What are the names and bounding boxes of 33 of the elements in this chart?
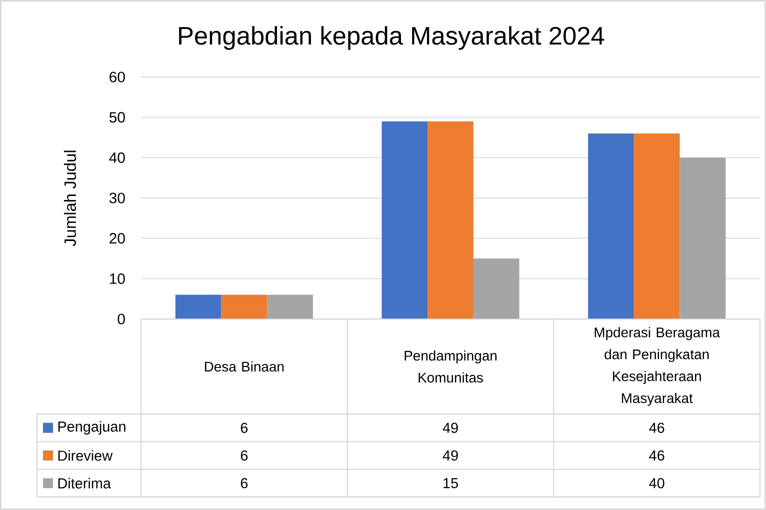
bar — [175, 294, 222, 319]
data-label: 6 — [240, 450, 248, 461]
bar — [588, 133, 634, 319]
data-label: 40 — [649, 478, 664, 488]
bar — [267, 294, 313, 319]
legend-label: Diterima — [58, 478, 111, 488]
y-tick-label: 60 — [110, 72, 125, 82]
legend-label: Pengajuan — [58, 421, 126, 435]
y-tick-label: 40 — [109, 152, 125, 163]
y-axis-title: Jumlah Judul — [64, 150, 76, 246]
bar — [634, 133, 680, 319]
data-label: 49 — [442, 422, 458, 433]
data-label: 49 — [442, 450, 458, 461]
data-label: 46 — [649, 450, 664, 461]
bar — [221, 294, 268, 319]
y-tick-label: 50 — [109, 112, 125, 123]
data-label: 15 — [444, 478, 458, 488]
bar — [428, 121, 474, 319]
data-label: 6 — [240, 422, 248, 433]
bar — [473, 258, 520, 319]
data-label: 46 — [649, 422, 664, 433]
chart-title: Pengabdian kepada Masyarakat 2024 — [179, 26, 604, 50]
x-tick-label: Desa Binaan — [204, 361, 284, 372]
bar — [680, 158, 726, 319]
x-tick-label: Pendampingan Komunitas — [404, 350, 497, 383]
bar — [382, 121, 428, 319]
y-tick-label: 20 — [110, 233, 125, 244]
y-tick-label: 10 — [110, 273, 125, 284]
y-tick-label: 0 — [118, 314, 125, 324]
data-label: 6 — [240, 478, 248, 488]
x-tick-label: Mpderasi Beragama dan Peningkatan Kesejahteraan Masyarakat — [594, 327, 720, 406]
legend-label: Direview — [58, 450, 113, 461]
y-tick-label: 30 — [109, 192, 125, 204]
